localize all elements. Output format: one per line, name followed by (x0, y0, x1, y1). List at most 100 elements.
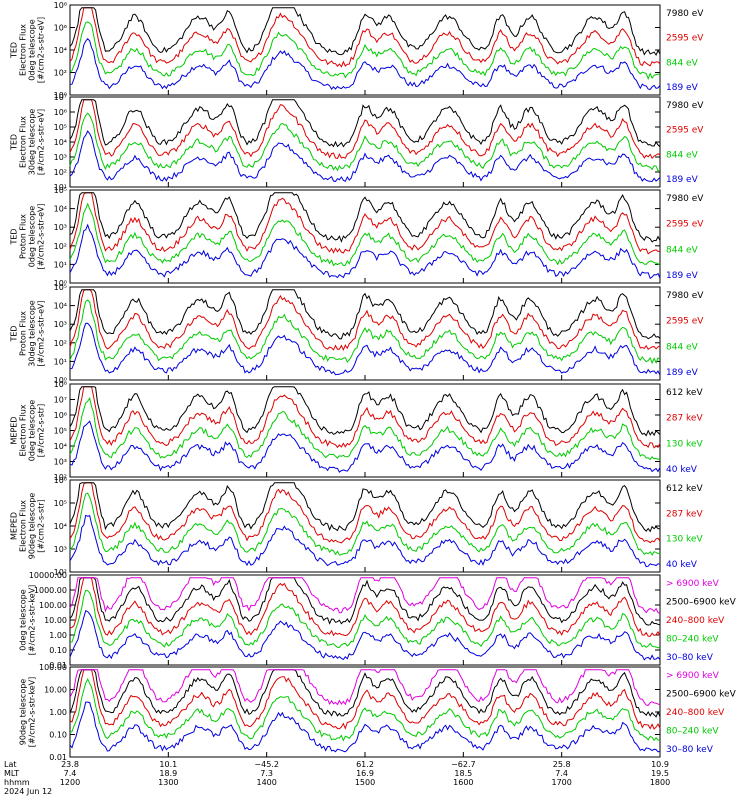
y-tick-label: 1.00 (49, 631, 67, 640)
series-line (69, 7, 661, 57)
y-tick-label: 10000.00 (29, 571, 67, 580)
y-tick-label: 10² (54, 242, 67, 251)
series-line (69, 577, 661, 614)
y-tick-label: 10.00 (44, 686, 67, 695)
y-axis-label: [#/cm2-s-str] (37, 404, 46, 457)
series-line (69, 420, 661, 473)
y-axis-label: Electron Flux (19, 404, 28, 456)
series-line (69, 322, 661, 376)
y-tick-label: 100.00 (39, 601, 67, 610)
y-tick-label: 10⁸ (54, 380, 67, 389)
y-tick-label: 10⁶ (54, 476, 67, 485)
series-line (69, 669, 661, 706)
series-line (69, 223, 661, 280)
panel-6: 10² 10³ 10⁴ 10⁵ 10⁶ MEPED Electron Flux 90deg t… (10, 476, 704, 577)
y-tick-label: 10³ (54, 545, 67, 554)
series-line (69, 99, 661, 160)
y-tick-label: 10⁰ (54, 279, 67, 288)
y-tick-label: 10³ (54, 223, 67, 232)
y-tick-label: 0.10 (49, 731, 67, 740)
x-axis: 23.87.4120010.118.91300−45.27.3140061.21… (4, 90, 670, 796)
legend-entry: 189 eV (666, 175, 699, 185)
panel-4: 10⁰ 10¹ 10² 10³ 10⁴ 10⁵ TED Proton Flux 30deg te… (10, 283, 705, 385)
y-tick-label: 10⁵ (54, 427, 67, 436)
y-tick-label: 10² (54, 168, 67, 177)
y-tick-label: 10⁵ (54, 499, 67, 508)
series-line (69, 701, 661, 753)
series-line (69, 99, 661, 148)
y-axis-label: [#/cm2-s-str-eV] (37, 203, 46, 269)
x-tick-label: 61.2 (356, 760, 374, 769)
y-tick-label: 10⁴ (54, 522, 67, 531)
legend-entry: 189 eV (666, 368, 699, 378)
legend-entry: 7980 eV (666, 291, 704, 301)
y-axis-label: [#/cm2-s-str-keV] (28, 585, 37, 656)
x-tick-label: 10.1 (159, 760, 177, 769)
series-line (69, 610, 661, 661)
legend-entry: 40 keV (666, 560, 698, 570)
panel-2: 10¹ 10² 10³ 10⁴ 10⁵ 10⁶ 10⁷ TED Electron Flux 30d… (10, 93, 705, 192)
x-row-label: MLT (4, 769, 19, 778)
x-tick-label: 1300 (158, 778, 178, 787)
y-tick-label: 10³ (54, 153, 67, 162)
y-axis-label: 0deg telescope (28, 19, 37, 80)
series-line (69, 577, 661, 637)
legend-entry: > 6900 keV (666, 671, 720, 681)
x-tick-label: −45.2 (254, 760, 279, 769)
legend-entry: 7980 eV (666, 9, 704, 19)
series-line (69, 386, 661, 449)
legend-entry: 844 eV (666, 342, 699, 352)
x-tick-label: 1500 (355, 778, 375, 787)
series-line (69, 202, 661, 267)
y-tick-label: 0.01 (49, 661, 67, 670)
y-axis-label: Proton Flux (19, 311, 28, 356)
series-line (69, 386, 661, 437)
series-line (69, 677, 661, 742)
legend-entry: 844 eV (666, 245, 699, 255)
legend-entry: 844 eV (666, 150, 699, 160)
x-tick-label: 18.5 (454, 769, 472, 778)
x-tick-label: 1200 (60, 778, 80, 787)
x-tick-label: 1700 (551, 778, 571, 787)
series-line (69, 38, 661, 90)
y-axis-label: MEPED (10, 417, 19, 445)
y-axis-label: 0deg telescope (19, 589, 28, 650)
y-tick-label: 10⁶ (54, 108, 67, 117)
legend-entry: 240–800 keV (666, 616, 725, 626)
y-tick-label: 10.00 (44, 616, 67, 625)
y-tick-label: 10⁴ (54, 138, 67, 147)
y-axis-label: [#/cm2-s-str-eV] (37, 300, 46, 366)
y-tick-label: 0.10 (49, 646, 67, 655)
y-axis-label: 30deg telescope (28, 109, 37, 176)
legend-entry: 7980 eV (666, 101, 704, 111)
y-tick-label: 10⁵ (54, 283, 67, 292)
legend-entry: 844 eV (666, 58, 699, 68)
legend-entry: 2595 eV (666, 220, 704, 230)
y-tick-label: 0.01 (49, 753, 67, 762)
series-line (69, 289, 661, 340)
series-line (69, 397, 661, 461)
legend-entry: 2595 eV (666, 34, 704, 44)
y-tick-label: 10² (54, 473, 67, 482)
legend-entry: 612 keV (666, 388, 703, 398)
x-tick-label: 7.4 (64, 769, 77, 778)
y-axis-label: TED (10, 325, 19, 342)
y-tick-label: 10⁴ (54, 302, 67, 311)
y-axis-label: [#/cm2-s-str-eV] (37, 17, 46, 83)
y-tick-label: 10⁶ (54, 411, 67, 420)
series-line (69, 577, 661, 626)
series-line (69, 7, 661, 68)
y-axis-label: 0deg telescope (28, 400, 37, 461)
y-tick-label: 10³ (54, 458, 67, 467)
y-axis-label: TED (10, 228, 19, 245)
y-tick-label: 10⁵ (54, 123, 67, 132)
legend-entry: 189 eV (666, 271, 699, 281)
legend-entry: 40 keV (666, 465, 698, 475)
y-tick-label: 10² (54, 69, 67, 78)
y-tick-label: 10⁷ (54, 93, 67, 102)
y-tick-label: 10¹ (54, 260, 67, 269)
series-line (69, 289, 661, 352)
series-line (69, 21, 661, 80)
y-axis-label: TED (10, 134, 19, 151)
